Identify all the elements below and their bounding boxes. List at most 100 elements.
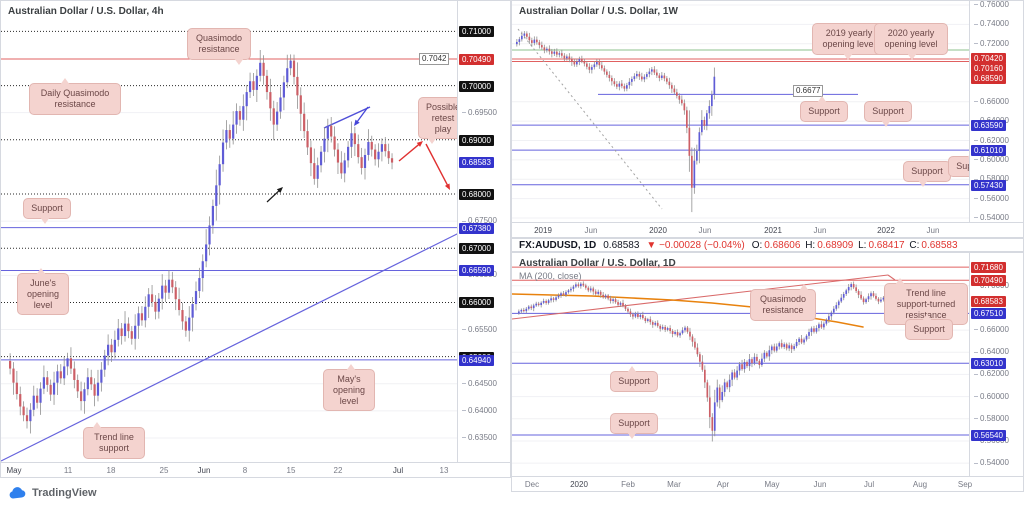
high-label: H:: [805, 239, 816, 251]
callout-annotation[interactable]: Daily Quasimodo resistance: [29, 78, 121, 115]
candle: [686, 106, 688, 134]
callout-annotation[interactable]: 2019 yearly opening level: [812, 23, 886, 60]
candle: [343, 152, 346, 183]
callout-annotation[interactable]: Support: [23, 198, 71, 224]
plot-area[interactable]: Australian Dollar / U.S. Dollar, 1W 2019…: [512, 1, 996, 224]
candle: [546, 46, 548, 53]
callout-annotation[interactable]: June's opening level: [17, 268, 69, 316]
candle: [380, 138, 383, 162]
candle: [73, 361, 76, 389]
callout-annotation[interactable]: Support: [800, 96, 848, 122]
candle: [242, 94, 245, 131]
candle: [299, 87, 302, 132]
price-tick: 0.74000: [974, 19, 1009, 29]
candle: [583, 58, 586, 67]
candle: [323, 127, 326, 163]
time-axis[interactable]: Dec 2020 Feb Mar Apr May Jun Jul Aug Sep: [512, 476, 1023, 491]
candle: [22, 401, 25, 422]
candle: [357, 134, 360, 164]
candle: [147, 288, 150, 318]
callout-annotation[interactable]: Quasimodo resistance: [187, 28, 251, 65]
price-tag-blue: 0.63010: [971, 358, 1006, 370]
time-label: 2020: [649, 226, 667, 235]
candle: [628, 78, 631, 89]
time-label: 22: [333, 466, 343, 475]
candle: [107, 334, 110, 366]
candle: [606, 69, 608, 78]
candle: [110, 338, 113, 362]
candle: [768, 345, 771, 361]
callout-annotation[interactable]: Support: [905, 314, 953, 340]
price-axis[interactable]: 0.760000.740000.720000.660000.640000.620…: [969, 0, 1023, 224]
time-label: 15: [286, 466, 296, 475]
candle: [90, 369, 93, 391]
candle: [681, 327, 684, 335]
candle: [171, 271, 174, 294]
callout-annotation[interactable]: Support: [903, 161, 951, 187]
callout-tail: [843, 52, 853, 60]
candle: [604, 293, 607, 300]
candle: [347, 141, 350, 168]
callout-annotation[interactable]: Support: [610, 413, 658, 439]
price-tag-black: 0.71000: [459, 26, 494, 38]
plot-area[interactable]: Australian Dollar / U.S. Dollar, 4h Quas…: [1, 1, 468, 464]
price-tick: 0.54000: [974, 213, 1009, 223]
candle: [49, 379, 52, 401]
price-tag-red: 0.70420: [971, 53, 1006, 64]
plot-area[interactable]: Australian Dollar / U.S. Dollar, 1D MA (…: [512, 253, 971, 478]
close-label: C:: [909, 239, 920, 251]
candle: [865, 297, 867, 304]
price-tick: 0.62000: [974, 136, 1009, 146]
candle: [627, 307, 629, 314]
line-price-label[interactable]: 0.6677: [793, 85, 824, 97]
candle: [773, 343, 776, 353]
callout-annotation[interactable]: Quasimodo resistance: [750, 284, 816, 321]
chart-title: Australian Dollar / U.S. Dollar, 1W: [519, 6, 678, 17]
candle: [748, 354, 751, 371]
candle: [79, 381, 83, 411]
candle: [578, 56, 581, 66]
open-value: 0.68606: [764, 239, 801, 251]
candle: [867, 293, 870, 302]
candle: [580, 282, 582, 289]
price-axis[interactable]: 0.700000.660000.640000.620000.600000.580…: [969, 253, 1023, 478]
candle: [646, 317, 649, 323]
candle: [596, 58, 598, 67]
candle: [659, 324, 662, 332]
callout-annotation[interactable]: 2020 yearly opening level: [874, 23, 948, 60]
candle: [265, 69, 269, 100]
candle: [837, 299, 840, 309]
callout-annotation[interactable]: Support: [864, 101, 912, 127]
candle: [832, 306, 835, 315]
price-axis[interactable]: 0.695000.675000.665000.655000.645000.640…: [457, 1, 510, 464]
candle: [184, 316, 187, 337]
candle: [319, 146, 323, 173]
time-label: Apr: [716, 480, 730, 489]
time-axis[interactable]: 2019 Jun 2020 Jun 2021 Jun 2022 Jun: [512, 222, 1023, 237]
candle: [618, 81, 621, 91]
candle: [683, 99, 686, 115]
candle: [634, 311, 637, 319]
candle: [840, 294, 843, 304]
time-label: 18: [106, 466, 116, 475]
callout-annotation[interactable]: May's opening level: [323, 364, 375, 412]
candle: [167, 270, 171, 299]
line-price-label[interactable]: 0.7042: [419, 53, 450, 65]
candle: [649, 316, 652, 325]
tradingview-logo[interactable]: TradingView: [8, 487, 97, 499]
callout-annotation[interactable]: Trend line support: [83, 422, 145, 459]
candle: [326, 118, 329, 153]
callout-annotation[interactable]: Support: [610, 366, 658, 392]
symbol-name[interactable]: FX:AUDUSD, 1D: [519, 239, 597, 251]
candle: [679, 331, 681, 338]
time-label: Jun: [698, 226, 712, 235]
time-axis[interactable]: May 11 18 25 Jun 8 15 22 Jul 13: [1, 462, 510, 477]
candle: [664, 325, 667, 333]
candle: [255, 69, 258, 103]
close-value: 0.68583: [921, 239, 958, 251]
candle: [522, 307, 525, 313]
candle: [701, 110, 703, 136]
candle: [330, 117, 333, 143]
time-label: Dec: [524, 480, 540, 489]
candle: [113, 330, 116, 359]
